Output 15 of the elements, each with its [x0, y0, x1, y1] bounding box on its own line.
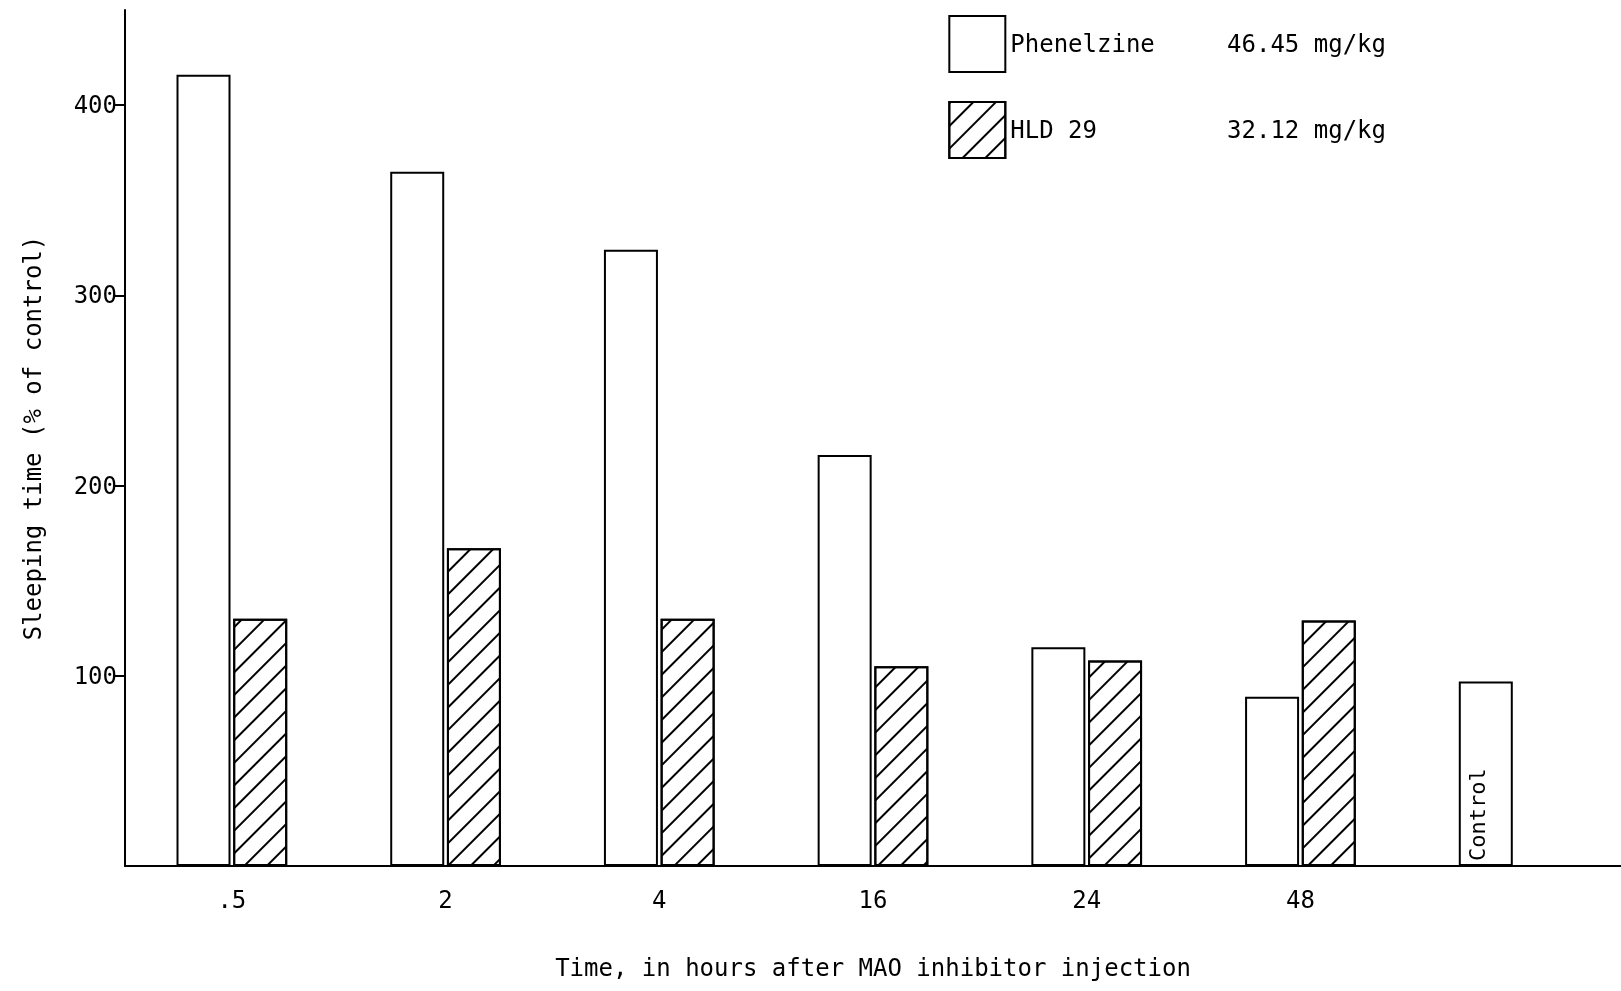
x-tick-label: 16 — [858, 886, 888, 914]
series-label: Control — [1465, 768, 1491, 861]
x-tick-label: 48 — [1285, 886, 1315, 914]
legend-label: Phenelzine 46.45 mg/kg — [1010, 30, 1387, 58]
x-tick-label: 24 — [1072, 886, 1102, 914]
x-axis-title: Time, in hours after MAO inhibitor injection — [555, 954, 1191, 982]
y-tick-label: 100 — [73, 661, 117, 690]
y-tick-label: 200 — [73, 471, 117, 500]
y-tick-label: 300 — [73, 281, 117, 310]
x-tick-label: .5 — [217, 886, 247, 914]
x-tick-label: 4 — [652, 886, 667, 914]
y-axis-title: Sleeping time (% of control) — [19, 235, 47, 641]
y-tick-label: 400 — [73, 91, 117, 120]
x-tick-label: 2 — [438, 886, 453, 914]
legend-label: HLD 29 32.12 mg/kg — [1010, 116, 1387, 144]
